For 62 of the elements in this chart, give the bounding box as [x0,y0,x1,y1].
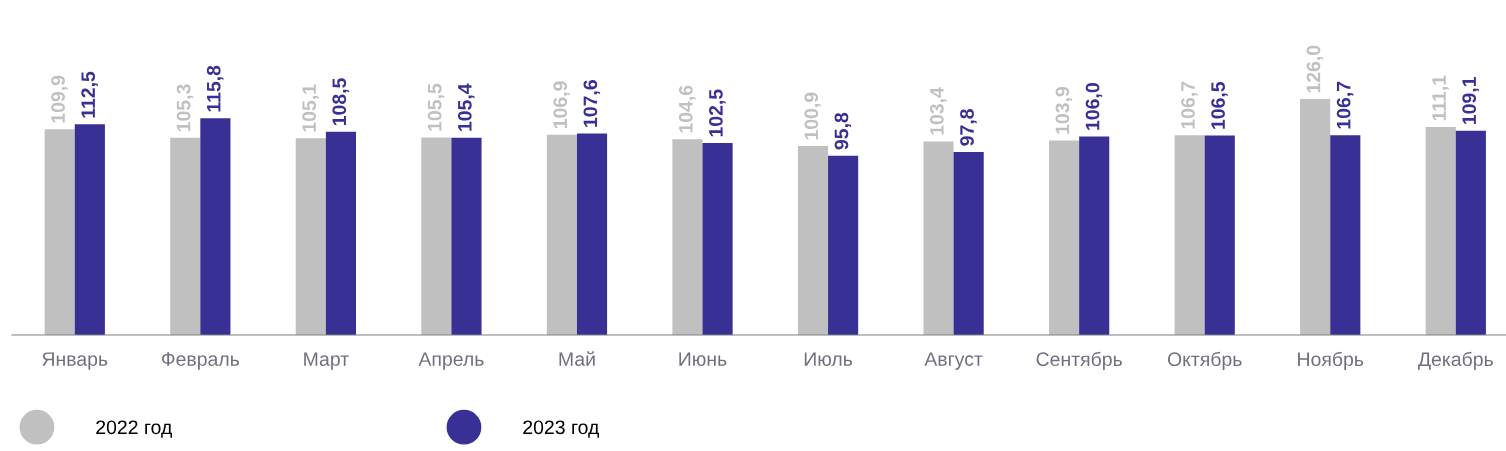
x-tick-label: Август [924,352,983,370]
bar [1455,130,1486,335]
data-label: 105,4 [457,83,475,131]
bar [1049,140,1080,335]
data-label: 106,9 [553,81,570,129]
x-tick-label: Июнь [679,352,727,366]
data-label: 104,6 [678,85,696,133]
bar [953,151,984,335]
x-tick-label: Февраль [161,352,240,370]
data-label: 107,6 [583,80,601,127]
data-label: 126,0 [1306,45,1324,93]
bar [1174,135,1205,335]
bar [1330,135,1361,335]
data-label: 95,8 [834,112,852,150]
data-label: 103,9 [1055,86,1073,134]
bar [797,146,829,335]
x-tick-label: Апрель [418,352,484,370]
bar [295,138,326,335]
data-label: 108,5 [332,78,349,126]
x-tick-label: Ноябрь [1298,351,1364,370]
x-tick-label: Май [559,351,595,366]
bar [170,137,201,335]
bar [200,118,231,335]
data-label: 106,7 [1336,81,1354,129]
bar [44,129,75,335]
x-tick-label: Июль [804,352,853,366]
data-label: 106,7 [1181,81,1198,129]
bar [451,137,482,335]
bar [1204,135,1235,335]
data-label: 115,8 [206,65,224,112]
bar [672,139,703,335]
data-label: 109,1 [1462,77,1479,124]
x-tick-label: Март [304,352,349,370]
bar [325,131,356,335]
data-label: 97,8 [960,109,977,146]
bar [1300,99,1331,335]
data-label: 112,5 [81,71,98,118]
bar [421,137,452,335]
bar [546,134,577,335]
bar [1079,136,1110,335]
legend-label: 2023 год [523,420,600,438]
bar [828,155,859,335]
data-label: 105,1 [302,84,319,132]
data-label: 100,9 [804,92,822,140]
bar [923,141,954,335]
x-tick-label: Октябрь [1167,351,1242,370]
legend-label: 2022 год [96,420,172,438]
bar [576,133,608,335]
data-label: 106,5 [1211,81,1228,129]
data-label: 103,4 [929,87,947,135]
data-label: 102,5 [709,89,726,137]
x-tick-label: Сентябрь [1036,351,1122,370]
data-label: 111,1 [1432,75,1449,121]
data-label: 109,9 [51,75,68,123]
data-label: 106,0 [1085,83,1103,130]
bar [1425,126,1456,335]
x-tick-label: Январь [42,352,108,370]
data-label: 105,5 [427,83,445,131]
x-tick-label: Декабрь [1418,351,1493,370]
data-label: 105,3 [176,84,194,132]
bar [702,143,733,335]
bar [74,124,105,335]
